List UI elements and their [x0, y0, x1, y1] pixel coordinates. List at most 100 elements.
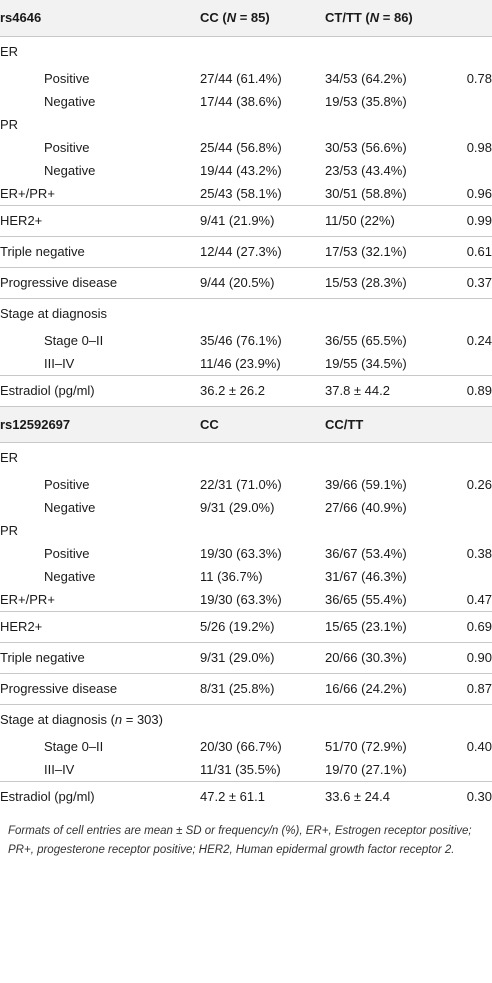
row-label-text: Negative: [44, 569, 96, 584]
table-row: ER: [0, 441, 492, 473]
row-label-suffix: = 303): [122, 712, 163, 728]
p-value-cell: [442, 565, 492, 588]
row-label-text: III–IV: [44, 761, 75, 777]
group2-value-cell: 16/66 (24.2%): [325, 672, 442, 704]
group2-value-cell: 30/53 (56.6%): [325, 140, 407, 155]
row-label: Positive: [0, 542, 200, 565]
group1-value-cell: 19/30 (63.3%): [200, 591, 282, 607]
row-label: Negative: [0, 565, 200, 588]
row-label: Progressive disease: [0, 672, 200, 704]
table-row: Progressive disease 9/44 (20.5%) 15/53 (28…: [0, 266, 492, 298]
group2-value-cell: 27/66 (40.9%): [325, 500, 407, 515]
row-label-text: Progressive disease: [0, 681, 118, 696]
genotype-results-table: rs4646 CC (N = 85) CT/TT (N = 86) ER Positiv…: [0, 0, 492, 812]
p-value-cell: 0.90: [442, 641, 492, 673]
group1-value-cell: 47.2 ± 61.1: [200, 780, 325, 812]
row-label: Positive: [0, 136, 200, 159]
table-row: Triple negative 12/44 (27.3%) 17/53 (32.1%…: [0, 235, 492, 267]
p-value-cell: 0.40: [466, 739, 492, 754]
p-value-cell: [442, 496, 492, 519]
group2-value-cell: 33.6 ± 24.4: [325, 780, 442, 812]
group-n-value: = 86): [379, 10, 413, 26]
p-value-cell: 0.47: [466, 591, 492, 607]
group2-value-cell: 11/50 (22%): [325, 204, 442, 236]
table-row: ER+/PR+ 19/30 (63.3%) 36/65 (55.4%) 0.47: [0, 588, 492, 611]
row-label-text: Negative: [44, 500, 96, 515]
table-row: Estradiol (pg/ml) 47.2 ± 61.1 33.6 ± 24.4 0…: [0, 780, 492, 812]
table-row: Positive 25/44 (56.8%) 30/53 (56.6%) 0.98: [0, 136, 492, 159]
table-row: Positive 19/30 (63.3%) 36/67 (53.4%) 0.38: [0, 542, 492, 565]
table-row: HER2+ 9/41 (21.9%) 11/50 (22%) 0.99: [0, 204, 492, 236]
row-label-text: Triple negative: [0, 244, 85, 259]
p-value-cell: [442, 35, 492, 67]
row-label-text: ER: [0, 44, 19, 60]
row-label: ER+/PR+: [0, 588, 200, 611]
row-label-text: PR: [0, 117, 19, 132]
row-label: Stage 0–II: [0, 329, 200, 352]
group1-value-cell: 27/44 (61.4%): [200, 71, 282, 86]
group-n-value: = 85): [236, 10, 270, 26]
row-label-text: ER+/PR+: [0, 591, 55, 607]
table-row: Stage 0–II 35/46 (76.1%) 36/55 (65.5%) 0.24: [0, 329, 492, 352]
group1-value-cell: 9/31 (29.0%): [200, 641, 325, 673]
row-label: ER+/PR+: [0, 182, 200, 205]
row-label-text: Estradiol (pg/ml): [0, 789, 95, 805]
row-label-text: ER: [0, 450, 19, 466]
row-label-text: ER+/PR+: [0, 185, 55, 201]
p-value-cell: [442, 159, 492, 182]
row-label-text: Stage at diagnosis (: [0, 712, 115, 728]
p-value-header: [442, 0, 492, 36]
table-row: Negative 9/31 (29.0%) 27/66 (40.9%): [0, 496, 492, 519]
group2-value-cell: [325, 113, 442, 136]
p-value-cell: [442, 352, 492, 375]
p-value-cell: 0.89: [442, 374, 492, 406]
group2-value-cell: [325, 703, 442, 735]
group-column-header: CC (N = 85): [200, 0, 325, 36]
group2-value-cell: [325, 297, 442, 329]
table-row: ER+/PR+ 25/43 (58.1%) 30/51 (58.8%) 0.96: [0, 182, 492, 205]
section-header-row: rs4646 CC (N = 85) CT/TT (N = 86): [0, 0, 492, 36]
p-value-cell: [442, 297, 492, 329]
group2-value-cell: 19/55 (34.5%): [325, 355, 407, 371]
p-value-cell: 0.69: [442, 610, 492, 642]
p-value-cell: [442, 703, 492, 735]
table-row: PR: [0, 113, 492, 136]
group-column-header: CC: [200, 405, 325, 442]
p-value-cell: 0.61: [442, 235, 492, 267]
group2-value-cell: 19/70 (27.1%): [325, 761, 407, 777]
group-header-text: CC/TT: [325, 416, 364, 432]
p-value-cell: 0.87: [442, 672, 492, 704]
row-label-text: Negative: [44, 94, 96, 109]
section-title: rs12592697: [0, 405, 200, 442]
row-label: Stage 0–II: [0, 735, 200, 758]
row-label: HER2+: [0, 204, 200, 236]
row-label-text: Positive: [44, 140, 90, 155]
row-label: ER: [0, 441, 200, 473]
p-value-cell: 0.78: [466, 71, 492, 86]
p-value-cell: 0.99: [442, 204, 492, 236]
group2-value-cell: 37.8 ± 44.2: [325, 374, 442, 406]
row-label: Negative: [0, 496, 200, 519]
row-label-text: Positive: [44, 477, 90, 492]
group1-value-cell: [200, 703, 325, 735]
p-value-cell: [442, 758, 492, 781]
table-footnote: Formats of cell entries are mean ± SD or…: [8, 825, 472, 856]
group2-value-cell: [325, 441, 442, 473]
row-label: Estradiol (pg/ml): [0, 780, 200, 812]
group-header-text: CC: [200, 416, 219, 432]
group2-value-cell: 23/53 (43.4%): [325, 163, 407, 178]
table-row: Estradiol (pg/ml) 36.2 ± 26.2 37.8 ± 44.2 0…: [0, 374, 492, 406]
group1-value-cell: 35/46 (76.1%): [200, 333, 282, 348]
row-label-text: HER2+: [0, 619, 43, 634]
row-label: III–IV: [0, 352, 200, 375]
row-label-text: Triple negative: [0, 650, 85, 665]
group1-value-cell: 17/44 (38.6%): [200, 94, 282, 109]
group2-value-cell: 36/65 (55.4%): [325, 591, 407, 607]
group-column-header: CT/TT (N = 86): [325, 0, 442, 36]
row-label-text: Estradiol (pg/ml): [0, 383, 95, 398]
section-title: rs4646: [0, 0, 200, 36]
group2-value-cell: [325, 519, 442, 542]
group1-value-cell: [200, 441, 325, 473]
group1-value-cell: 12/44 (27.3%): [200, 235, 325, 267]
row-label-text: Negative: [44, 163, 96, 178]
